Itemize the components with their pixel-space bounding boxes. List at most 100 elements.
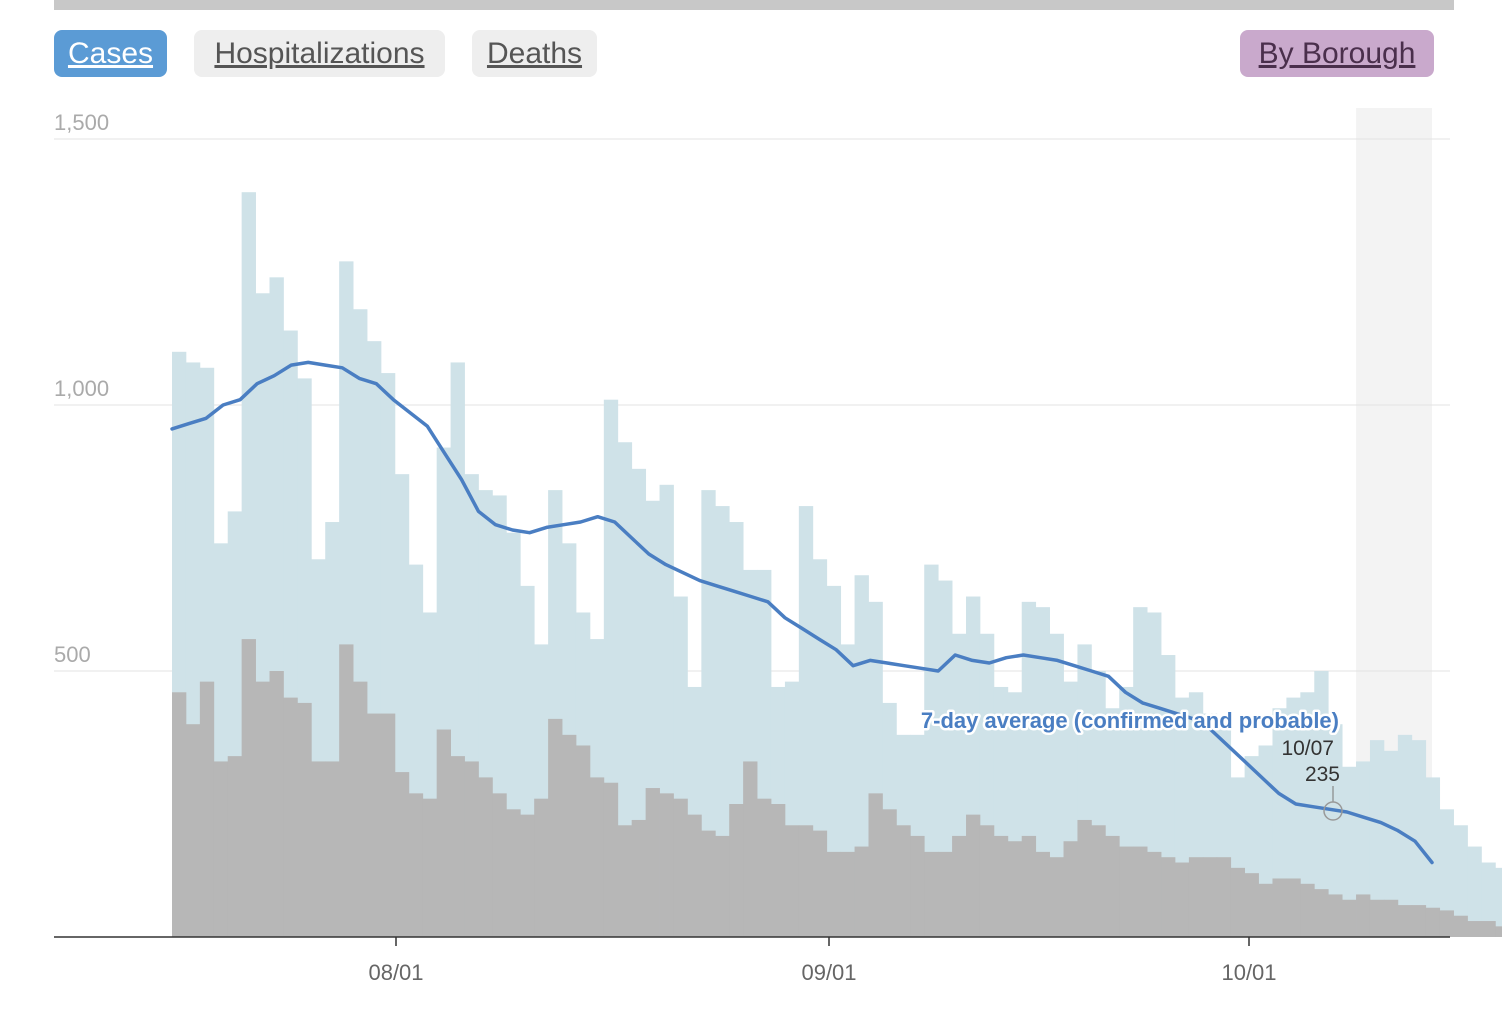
confirmed-bar	[520, 814, 535, 937]
x-tick-label: 09/01	[801, 960, 856, 985]
confirmed-bar	[1495, 926, 1502, 937]
confirmed-bar	[1453, 915, 1468, 937]
total-bar	[1286, 697, 1301, 937]
confirmed-bar	[1244, 873, 1259, 937]
confirmed-bar	[979, 825, 995, 937]
confirmed-bar	[966, 814, 981, 937]
confirmed-bar	[1161, 857, 1176, 937]
confirmed-bar	[617, 825, 633, 937]
confirmed-bar	[938, 851, 953, 937]
tab-hospitalizations[interactable]: Hospitalizations	[194, 30, 445, 77]
confirmed-bar	[1021, 835, 1037, 937]
confirmed-bar	[645, 788, 660, 937]
confirmed-bar	[408, 793, 424, 937]
confirmed-bar	[297, 702, 312, 937]
confirmed-bar	[687, 814, 702, 937]
total-bar	[1383, 750, 1399, 937]
total-bar	[1495, 867, 1502, 937]
confirmed-bar	[1439, 910, 1454, 937]
latest-value-marker[interactable]	[1323, 801, 1343, 821]
confirmed-bar	[882, 809, 897, 937]
confirmed-bar	[1119, 846, 1134, 937]
confirmed-bar	[213, 761, 229, 937]
confirmed-bar	[1383, 899, 1399, 937]
total-bar	[1411, 740, 1427, 937]
confirmed-bar	[506, 809, 521, 937]
confirmed-bar	[1328, 894, 1343, 937]
y-axis-labels: 1,500 1,000 500	[54, 110, 109, 667]
confirmed-bar	[770, 804, 786, 937]
confirmed-bar	[701, 830, 716, 937]
confirmed-bar	[367, 713, 382, 937]
confirmed-bar	[854, 846, 869, 937]
confirmed-bar	[1481, 921, 1496, 937]
confirmed-bar	[757, 798, 772, 937]
confirmed-bar	[659, 793, 674, 937]
marker-date-label: 10/07	[1281, 737, 1334, 760]
confirmed-bar	[562, 734, 577, 937]
total-bar	[924, 564, 939, 937]
confirmed-bar	[1077, 819, 1092, 937]
confirmed-bar	[1188, 857, 1204, 937]
confirmed-bar	[840, 851, 855, 937]
confirmed-bar	[422, 798, 438, 937]
confirmed-bar	[896, 825, 911, 937]
confirmed-bar	[227, 756, 243, 937]
y-tick-label: 1,000	[54, 376, 109, 401]
total-bar	[1314, 671, 1329, 937]
confirmed-bar	[1007, 841, 1023, 937]
confirmed-bar	[548, 718, 563, 937]
by-borough-button[interactable]: By Borough	[1240, 30, 1434, 77]
confirmed-bar	[798, 825, 814, 937]
confirmed-bar	[1147, 851, 1162, 937]
total-bar	[617, 442, 633, 937]
confirmed-bar	[1174, 862, 1190, 937]
total-bar	[1481, 862, 1496, 937]
y-tick-label: 1,500	[54, 110, 109, 135]
confirmed-bar	[339, 644, 354, 937]
total-bar	[1328, 724, 1343, 937]
metric-tabs: Cases Hospitalizations Deaths By Borough	[54, 30, 1434, 78]
confirmed-bar	[1342, 899, 1357, 937]
confirmed-bar	[325, 761, 340, 937]
confirmed-bar	[1202, 857, 1218, 937]
total-bar	[1356, 761, 1371, 937]
confirmed-bar	[910, 835, 925, 937]
confirmed-bar	[311, 761, 326, 937]
confirmed-bar	[812, 830, 828, 937]
total-bar	[826, 585, 842, 937]
confirmed-bar	[743, 761, 758, 937]
confirmed-bar	[575, 745, 591, 937]
x-tick-label: 08/01	[368, 960, 423, 985]
confirmed-bar	[255, 681, 270, 937]
confirmed-bar	[1314, 889, 1329, 937]
confirmed-bar	[1369, 899, 1385, 937]
tab-cases[interactable]: Cases	[54, 30, 167, 77]
total-bar	[1439, 809, 1454, 937]
total-bar	[1453, 825, 1468, 937]
confirmed-bar	[1425, 907, 1441, 937]
confirmed-bar	[729, 804, 744, 937]
confirmed-bar	[826, 851, 842, 937]
confirmed-case-bars	[172, 639, 1502, 937]
confirmed-bar	[394, 772, 410, 937]
tab-deaths[interactable]: Deaths	[472, 30, 597, 77]
confirmed-bar	[353, 681, 368, 937]
confirmed-bar	[589, 777, 605, 937]
confirmed-bar	[924, 851, 939, 937]
confirmed-bar	[715, 835, 730, 937]
confirmed-bar	[185, 724, 201, 937]
confirmed-bar	[1258, 883, 1273, 937]
seven-day-average-line	[170, 360, 1434, 865]
total-bar	[1369, 740, 1385, 937]
confirmed-bar	[603, 782, 619, 937]
confirmed-bar	[464, 761, 479, 937]
confirmed-bar	[1286, 878, 1301, 937]
total-bar	[1300, 692, 1315, 937]
total-bar	[701, 490, 716, 937]
confirmed-bar	[784, 825, 800, 937]
confirmed-bar	[1049, 857, 1064, 937]
confirmed-bar	[952, 835, 967, 937]
confirmed-bar	[1411, 905, 1427, 937]
